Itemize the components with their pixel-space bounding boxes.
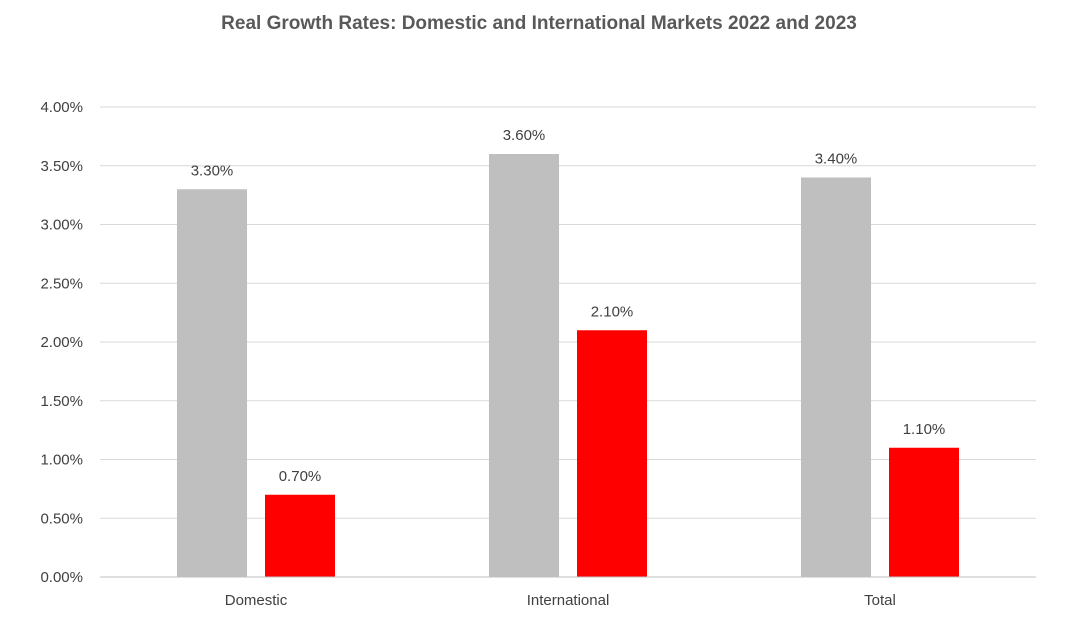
y-tick-label: 2.00% [40,334,83,351]
bar-international-series-2 [577,330,647,577]
data-label-total-series-1: 3.40% [815,151,858,168]
data-labels: 3.30% 0.70% 3.60% 2.10% 3.40% 1.10% [191,127,946,485]
bar-domestic-series-1 [177,189,247,577]
y-tick-label: 0.50% [40,510,83,527]
gridlines [100,106,1036,519]
x-axis-category-labels: Domestic International Total [225,592,896,609]
y-tick-label: 1.00% [40,452,83,469]
data-label-domestic-series-2: 0.70% [279,468,322,485]
bar-total-series-1 [801,177,871,577]
chart-title: Real Growth Rates: Domestic and Internat… [221,13,857,34]
y-tick-label: 1.50% [40,393,83,410]
x-category-label-international: International [527,592,610,609]
data-label-international-series-2: 2.10% [591,303,634,320]
data-label-international-series-1: 3.60% [503,127,546,144]
data-label-total-series-2: 1.10% [903,421,946,438]
bar-international-series-1 [489,154,559,577]
x-category-label-total: Total [864,592,896,609]
bar-total-series-2 [889,447,959,577]
x-category-label-domestic: Domestic [225,592,288,609]
y-tick-label: 4.00% [40,99,83,116]
y-tick-label: 3.50% [40,158,83,175]
y-axis-tick-labels: 0.00% 0.50% 1.00% 1.50% 2.00% 2.50% 3.00% 3.50%… [40,99,83,586]
data-label-domestic-series-1: 3.30% [191,162,234,179]
y-tick-label: 2.50% [40,275,83,292]
bar-domestic-series-2 [265,494,335,577]
y-tick-label: 3.00% [40,217,83,234]
bars [177,154,959,577]
y-tick-label: 0.00% [40,569,83,586]
